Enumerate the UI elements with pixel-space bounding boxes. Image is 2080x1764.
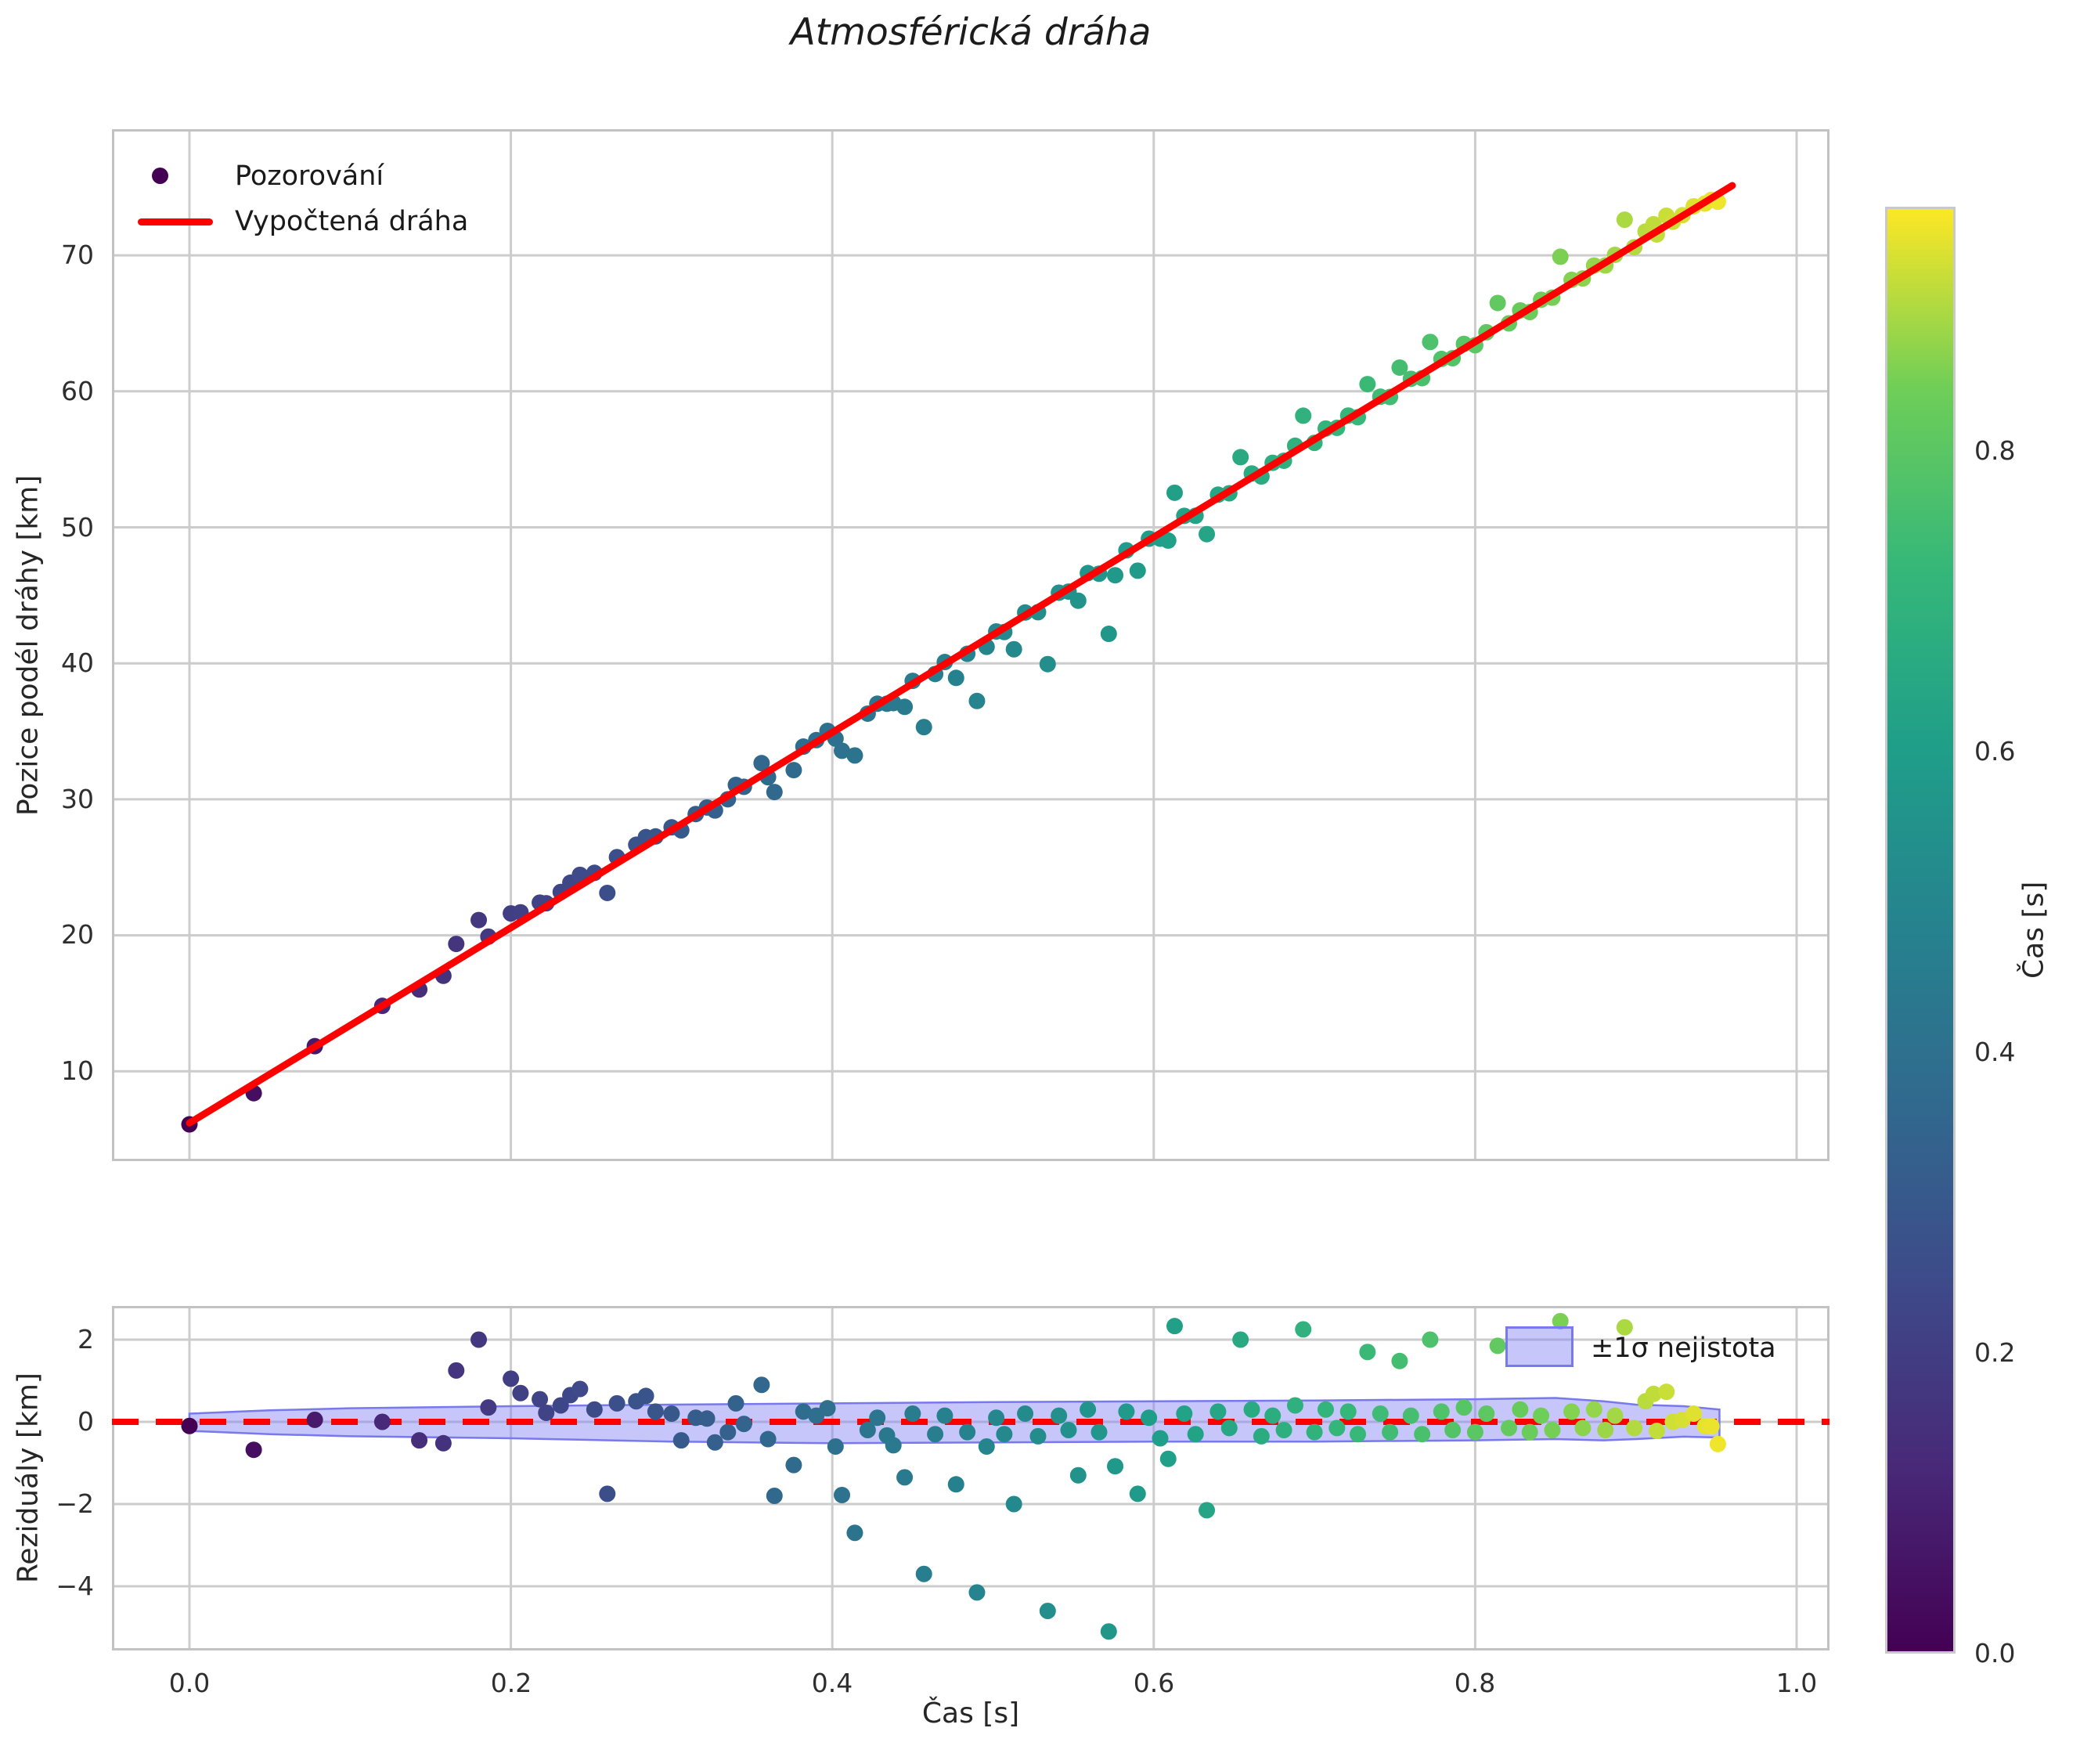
colorbar-axis-label: Čas [s] (2017, 881, 2050, 979)
legend-band-patch (1505, 1326, 1574, 1367)
colorbar-gradient (1885, 207, 1956, 1654)
x-tick-label: 0.8 (1454, 1668, 1496, 1698)
legend-observations-marker (152, 168, 168, 184)
x-tick-label: 0.6 (1133, 1668, 1175, 1698)
legend-fit-line-sample (138, 218, 213, 225)
resid-y-tick-label: −2 (56, 1488, 94, 1519)
colorbar-tick-label: 0.8 (1974, 435, 2016, 466)
main-y-tick-label: 70 (61, 240, 94, 270)
chart-title: Atmosférická dráha (790, 11, 1152, 54)
main-y-tick-label: 50 (61, 512, 94, 543)
x-tick-label: 0.4 (811, 1668, 853, 1698)
main-y-tick-label: 60 (61, 376, 94, 406)
colorbar-tick-label: 0.4 (1974, 1037, 2016, 1067)
main-y-tick-label: 10 (61, 1055, 94, 1086)
colorbar-tick-label: 0.0 (1974, 1638, 2016, 1668)
x-tick-label: 1.0 (1775, 1668, 1818, 1698)
x-axis-label: Čas [s] (921, 1697, 1020, 1730)
x-tick-label: 0.0 (168, 1668, 211, 1698)
main-y-tick-label: 30 (61, 784, 94, 814)
main-y-tick-label: 20 (61, 919, 94, 950)
resid-y-tick-label: 2 (78, 1324, 94, 1355)
x-tick-label: 0.2 (490, 1668, 532, 1698)
legend-band-label: ±1σ nejistota (1591, 1333, 1776, 1364)
colorbar-tick-label: 0.2 (1974, 1337, 2016, 1368)
legend-observations-label: Pozorování (235, 161, 384, 192)
resid-y-tick-label: 0 (78, 1406, 94, 1437)
resid-y-tick-label: −4 (56, 1571, 94, 1601)
main-plot-canvas (112, 129, 1829, 1161)
residuals-plot-canvas (112, 1306, 1829, 1650)
main-y-axis-label: Pozice podél dráhy [km] (12, 474, 45, 816)
resid-y-axis-label: Reziduály [km] (12, 1373, 45, 1584)
main-y-tick-label: 40 (61, 648, 94, 678)
colorbar-tick-label: 0.6 (1974, 736, 2016, 767)
legend-fit-label: Vypočtená dráha (235, 206, 469, 237)
